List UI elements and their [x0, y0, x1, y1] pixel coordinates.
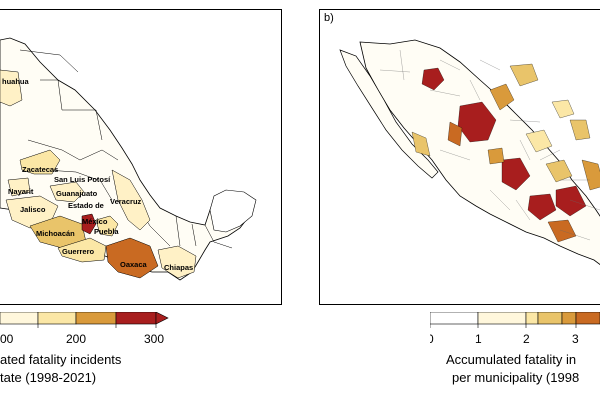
- label-michoacan: Michoacán: [36, 229, 75, 238]
- baja-peninsula: [339, 49, 439, 179]
- legend-a-arrow: [155, 312, 169, 325]
- label-san-luis-potosi: San Luis Potosí: [54, 175, 111, 184]
- hotspot-sonora: [421, 67, 445, 91]
- map-panel-a: huahua Zacatecas San Luis Potosí Nayarit…: [0, 9, 282, 305]
- legend-a-swatch-3: [75, 312, 117, 325]
- legend-a-swatch-1: [0, 312, 39, 325]
- hotspot-guanajuato: [545, 159, 573, 183]
- map-panel-b: b): [319, 9, 600, 305]
- legend-b-swatch-1: [477, 312, 527, 325]
- label-estado-de: Estado de: [68, 201, 104, 210]
- legend-b-swatch-5: [575, 312, 600, 325]
- legend-b-tick-label-2: 2: [523, 332, 530, 346]
- state-zacatecas: [19, 149, 61, 175]
- state-mexico: [81, 213, 97, 235]
- legend-b-swatch-4: [561, 312, 577, 325]
- legend-a-svg: 00 200 300: [0, 312, 169, 346]
- hotspot-veracruz: [581, 159, 600, 191]
- label-chihuahua: huahua: [2, 77, 29, 86]
- legend-b-tick-label-3: 3: [572, 332, 579, 346]
- legend-a-caption-line1: ated fatality incidents: [0, 352, 122, 367]
- state-veracruz: [111, 169, 151, 231]
- state-oaxaca: [105, 237, 159, 279]
- legend-b-swatch-0: [430, 312, 479, 325]
- state-baja: [0, 69, 23, 107]
- legend-a: 00 200 300: [0, 312, 180, 352]
- legend-b-swatch-2: [525, 312, 539, 325]
- hotspot-nl: [551, 99, 575, 119]
- label-guerrero: Guerrero: [62, 247, 95, 256]
- legend-a-tick-label-300: 300: [144, 332, 164, 346]
- legend-a-swatch-2: [37, 312, 77, 325]
- hotspot-michoacan: [527, 193, 557, 221]
- label-nayarit: Nayarit: [8, 187, 34, 196]
- state-guanajuato: [49, 181, 85, 203]
- map-a-svg: huahua Zacatecas San Luis Potosí Nayarit…: [0, 37, 257, 281]
- legend-b: 0 1 2 3: [430, 312, 600, 352]
- legend-b-tick-label-1: 1: [475, 332, 482, 346]
- legend-b-caption-line1: Accumulated fatality in: [446, 352, 577, 367]
- hotspot-sinaloa-coast: [447, 121, 463, 147]
- hotspot-coahuila: [509, 63, 539, 87]
- hotspot-guerrero: [547, 219, 577, 243]
- label-mexico: México: [82, 217, 108, 226]
- yucatan-outline: [209, 189, 257, 233]
- legend-a-tick-label-0: 00: [0, 332, 14, 346]
- label-chiapas: Chiapas: [164, 263, 193, 272]
- municipality-lines: [379, 49, 600, 241]
- legend-b-tick-label-0: 0: [430, 332, 434, 346]
- state-puebla: [95, 215, 119, 237]
- hotspot-durango: [489, 83, 515, 111]
- state-nayarit: [7, 177, 31, 197]
- label-oaxaca: Oaxaca: [120, 260, 148, 269]
- label-veracruz: Veracruz: [110, 197, 142, 206]
- hotspot-center: [555, 185, 587, 217]
- label-guanajuato: Guanajuato: [56, 189, 98, 198]
- legend-a-swatch-4: [115, 312, 157, 325]
- legend-b-caption-line2: per municipality (1998: [452, 370, 580, 385]
- hotspot-nayarit: [487, 147, 505, 165]
- hotspot-tamaulipas: [569, 119, 591, 141]
- state-chiapas: [157, 245, 197, 279]
- label-puebla: Puebla: [94, 227, 119, 236]
- hotspot-baja-south: [411, 131, 431, 157]
- legend-b-svg: 0 1 2 3: [430, 312, 600, 346]
- state-guerrero: [57, 237, 107, 263]
- legend-b-swatch-3: [537, 312, 563, 325]
- map-b-svg: [339, 39, 600, 265]
- label-zacatecas: Zacatecas: [22, 165, 58, 174]
- state-boundaries: [19, 49, 233, 249]
- legend-a-tick-label-200: 200: [66, 332, 86, 346]
- legend-a-caption-line2: tate (1998-2021): [0, 370, 97, 385]
- hotspot-zacatecas: [525, 129, 553, 153]
- panel-b-label: b): [324, 12, 334, 24]
- label-jalisco: Jalisco: [20, 205, 46, 214]
- hotspot-jalisco: [501, 157, 531, 191]
